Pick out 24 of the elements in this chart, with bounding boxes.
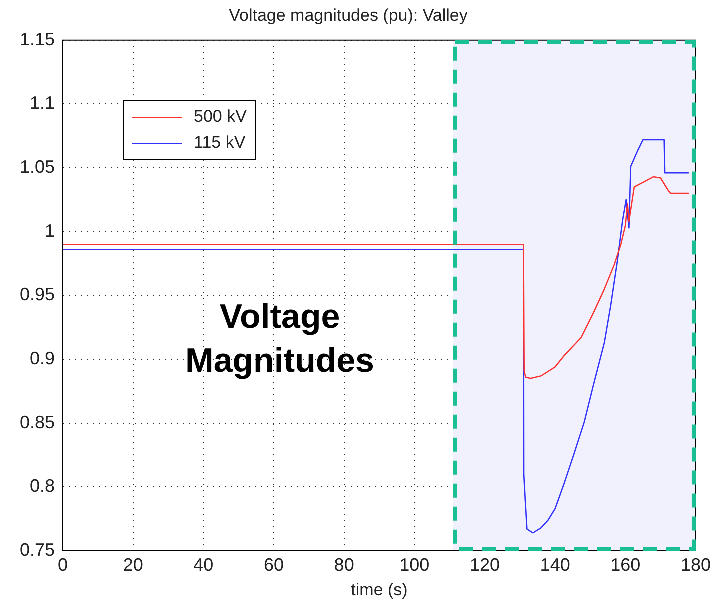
x-tick-label: 180 <box>680 554 712 575</box>
x-tick-label: 40 <box>194 554 214 575</box>
y-tick-label: 0.9 <box>30 348 55 368</box>
y-tick-label: 1.05 <box>20 157 55 178</box>
y-tick-label: 0.85 <box>20 412 55 432</box>
y-tick-label: 1 <box>44 220 55 241</box>
x-tick-label: 120 <box>470 554 500 575</box>
x-tick-label: 160 <box>610 554 641 575</box>
x-tick-label: 100 <box>400 554 430 575</box>
legend-label: 500 kV <box>194 107 247 127</box>
annotation: Voltage Magnitudes <box>184 297 376 382</box>
y-tick-label: 0.95 <box>20 284 55 305</box>
y-tick-label: 0.75 <box>20 540 55 560</box>
x-axis-title: time (s) <box>351 580 408 600</box>
x-tick-label: 80 <box>334 554 354 575</box>
x-tick-label: 0 <box>58 554 68 575</box>
legend-label: 115 kV <box>194 133 246 153</box>
x-tick-label: 20 <box>123 554 144 575</box>
y-tick-label: 1.1 <box>30 93 55 114</box>
chart-title: Voltage magnitudes (pu): Valley <box>229 6 468 25</box>
x-tick-label: 60 <box>264 554 284 575</box>
y-tick-label: 1.15 <box>20 29 55 50</box>
y-tick-label: 0.8 <box>30 476 55 496</box>
x-tick-label: 140 <box>540 554 570 575</box>
